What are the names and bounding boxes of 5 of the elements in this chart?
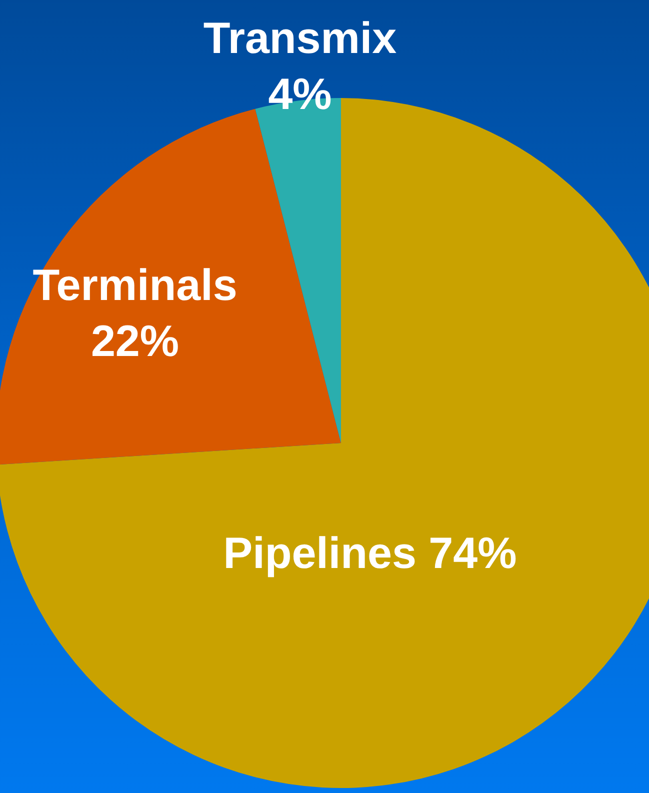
slice-label: Pipelines 74% (223, 529, 517, 578)
data-label: 4% (268, 70, 332, 119)
slice-label: Terminals (32, 261, 238, 310)
data-label: 22% (90, 317, 180, 366)
slice-label: Transmix (203, 14, 398, 63)
